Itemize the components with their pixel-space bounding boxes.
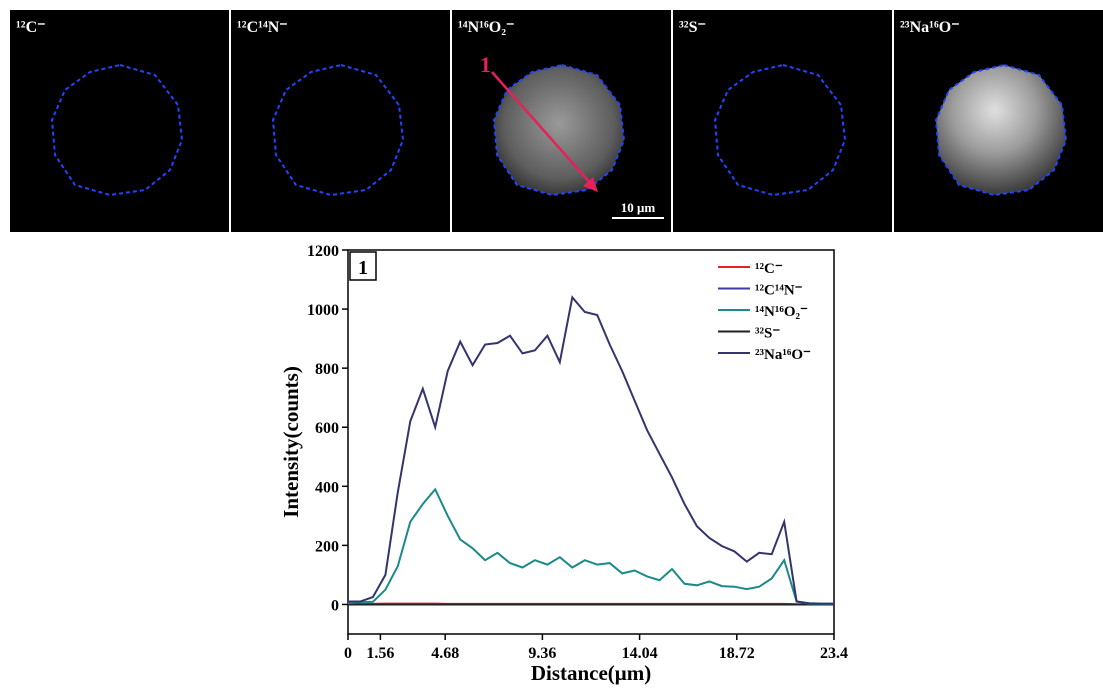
legend-label: ¹⁴N¹⁶O₂⁻ [755,304,808,320]
y-axis-label: Intensity(counts) [279,366,303,518]
x-tick-label: 0 [344,645,352,662]
arrow-label: 1 [480,52,491,77]
x-axis-label: Distance(μm) [531,661,651,685]
legend-label: ¹²C⁻ [755,261,783,277]
line-scan-arrow [491,71,593,186]
x-tick-label: 14.04 [622,645,658,662]
series-line [348,295,834,605]
panel-label: 1 [358,257,368,279]
particle-outline [492,63,626,197]
x-tick-label: 1.56 [366,645,394,662]
x-tick-label: 18.72 [719,645,755,662]
image-panel [673,10,892,232]
y-tick-label: 200 [315,538,339,555]
panel-label: ¹²C¹⁴N⁻ [237,19,288,36]
arrow-head [583,177,598,192]
y-tick-label: 400 [315,479,339,496]
panel-label-box [349,251,377,281]
legend-label: ¹²C¹⁴N⁻ [755,283,803,299]
particle-outline [934,63,1068,197]
panel-label: ³²S⁻ [679,19,706,36]
image-panel [231,10,450,232]
legend-label: ³²S⁻ [755,326,780,342]
series-line [347,487,834,605]
x-tick-label: 4.68 [431,645,459,662]
panel-label: ²³Na¹⁶O⁻ [900,19,960,36]
legend-label: ²³Na¹⁶O⁻ [755,347,811,363]
y-tick-label: 800 [315,361,339,378]
plot-frame [347,249,835,635]
image-panel [10,10,229,232]
y-tick-label: 0 [331,597,339,614]
y-tick-label: 1000 [307,302,339,319]
panel-label: ¹²C⁻ [16,19,46,36]
scale-bar-label: 10 μm [621,200,656,215]
x-tick-label: 23.4 [820,645,848,662]
panel-label: ¹⁴N¹⁶O₂⁻ [458,19,514,36]
y-tick-label: 1200 [307,243,339,260]
y-tick-label: 600 [315,420,339,437]
x-tick-label: 9.36 [528,645,556,662]
